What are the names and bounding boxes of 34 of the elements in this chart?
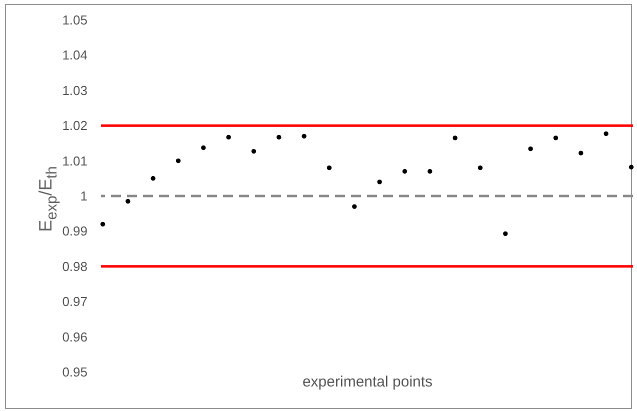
y-tick-label: 1.03	[62, 82, 88, 98]
point	[452, 136, 458, 140]
point	[126, 198, 130, 204]
y-tick-label: 0.98	[62, 258, 88, 274]
x-axis-title: experimental points	[302, 374, 433, 390]
point	[201, 145, 206, 150]
point	[176, 158, 181, 164]
point	[251, 148, 256, 154]
point	[428, 169, 432, 174]
point	[478, 166, 483, 170]
point	[302, 134, 306, 138]
point	[226, 134, 231, 140]
point	[578, 150, 584, 156]
y-tick-label: 0.96	[62, 329, 88, 344]
point	[503, 231, 508, 236]
point	[276, 134, 282, 140]
point	[402, 169, 408, 174]
y-tick-label: 0.97	[62, 294, 88, 310]
point	[377, 180, 382, 184]
point	[528, 146, 533, 152]
y-tick-label: 1.02	[62, 118, 88, 134]
point	[352, 204, 357, 209]
y-tick-label: 1.01	[62, 153, 88, 168]
y-tick-label: 1.05	[62, 12, 88, 28]
point	[553, 136, 558, 140]
point	[150, 176, 156, 181]
point	[628, 164, 634, 170]
y-tick-label: 0.99	[62, 224, 88, 239]
point	[604, 131, 608, 136]
point	[326, 166, 332, 170]
y-tick-label: 1.04	[62, 48, 88, 63]
y-tick-label: 0.95	[62, 364, 88, 380]
y-tick-label: 1	[80, 188, 88, 204]
point	[100, 222, 106, 226]
